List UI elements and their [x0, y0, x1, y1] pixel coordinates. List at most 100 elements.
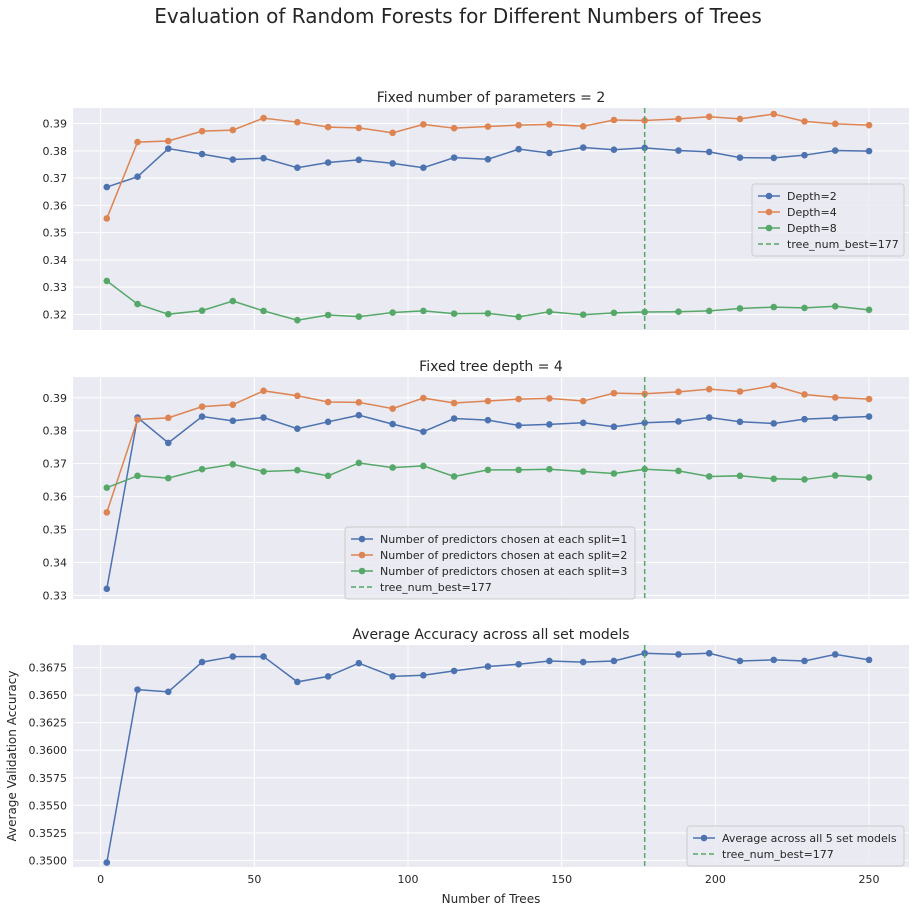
data-point [324, 398, 332, 406]
legend-entry: Average across all 5 set models [722, 832, 897, 845]
legend-entry: Number of predictors chosen at each spli… [380, 533, 627, 546]
data-point [229, 460, 237, 468]
legend-box [686, 825, 905, 867]
data-point [736, 657, 744, 665]
legend-box [751, 183, 905, 257]
data-point [801, 391, 808, 398]
legend-entry: Number of predictors chosen at each spli… [380, 565, 627, 578]
y-tick-label: 0.33 [43, 589, 68, 602]
data-point [420, 462, 427, 470]
y-tick-label: 0.37 [43, 458, 68, 471]
data-point [103, 585, 111, 593]
data-point [294, 425, 301, 433]
data-point [579, 311, 587, 319]
data-point [736, 418, 744, 426]
legend-marker [358, 535, 366, 543]
x-tick-label: 200 [705, 873, 726, 886]
data-point [675, 418, 682, 425]
data-point [705, 385, 713, 393]
data-point [484, 155, 492, 163]
data-point [294, 118, 301, 126]
data-point [736, 472, 744, 480]
legend: Number of predictors chosen at each spli… [344, 526, 636, 600]
data-point [831, 302, 839, 310]
data-point [736, 115, 744, 123]
data-point [134, 686, 141, 693]
data-point [675, 467, 682, 475]
y-tick-label: 0.32 [43, 308, 68, 321]
data-point [355, 411, 363, 419]
data-point [705, 414, 713, 421]
panel-2: 0.33 0.34 0.35 0.36 0.37 0.38 0.39 Fixed tree d… [43, 359, 909, 602]
data-point [515, 145, 522, 153]
data-point [770, 382, 778, 389]
data-point [801, 151, 808, 159]
data-point [546, 657, 553, 665]
data-point [736, 388, 744, 395]
data-point [675, 388, 682, 396]
data-point [420, 164, 427, 172]
data-point [831, 120, 839, 128]
data-point [355, 124, 363, 132]
data-point [865, 395, 873, 403]
data-point [198, 413, 206, 420]
y-tick-label: 0.3675 [29, 662, 68, 675]
data-point [515, 660, 522, 668]
data-point [294, 678, 301, 686]
data-point [546, 308, 553, 316]
data-point [546, 395, 553, 402]
y-tick-label: 0.35 [43, 227, 68, 240]
data-point [705, 649, 713, 657]
data-point [389, 405, 396, 412]
data-point [420, 394, 427, 402]
data-point [610, 657, 618, 665]
data-point [865, 306, 873, 314]
data-point [675, 147, 682, 154]
data-point [134, 173, 141, 181]
data-point [260, 154, 267, 162]
data-point [831, 651, 839, 658]
legend-marker [358, 567, 366, 575]
y-tick-label: 0.37 [43, 172, 68, 185]
data-point [260, 414, 267, 421]
legend-marker [765, 224, 773, 232]
x-tick-label: 250 [859, 873, 880, 886]
data-point [260, 468, 267, 475]
data-point [134, 416, 141, 423]
data-point [294, 316, 301, 324]
data-point [770, 154, 778, 162]
data-point [198, 150, 206, 158]
data-point [546, 465, 553, 473]
data-point [355, 156, 363, 164]
data-point [675, 115, 682, 123]
data-point [546, 421, 553, 428]
y-tick-label: 0.3575 [29, 772, 68, 785]
data-point [801, 415, 808, 423]
data-point [164, 145, 172, 152]
legend-marker [358, 551, 366, 559]
data-point [260, 653, 267, 660]
data-point [801, 657, 808, 665]
data-point [484, 416, 492, 424]
data-point [324, 123, 332, 131]
data-point [579, 144, 587, 151]
data-point [831, 147, 839, 154]
data-point [610, 116, 618, 124]
data-point [579, 397, 587, 405]
data-point [420, 121, 427, 128]
data-point [736, 305, 744, 312]
data-point [801, 476, 808, 483]
data-point [801, 304, 808, 312]
data-point [198, 658, 206, 666]
data-point [450, 154, 458, 161]
data-point [450, 310, 458, 317]
data-point [103, 509, 111, 516]
data-point [450, 667, 458, 675]
data-point [515, 422, 522, 429]
x-tick-label: 50 [247, 873, 261, 886]
y-tick-label: 0.33 [43, 281, 68, 294]
data-point [229, 401, 237, 408]
figure-title: Evaluation of Random Forests for Differe… [154, 4, 762, 28]
data-point [420, 671, 427, 679]
